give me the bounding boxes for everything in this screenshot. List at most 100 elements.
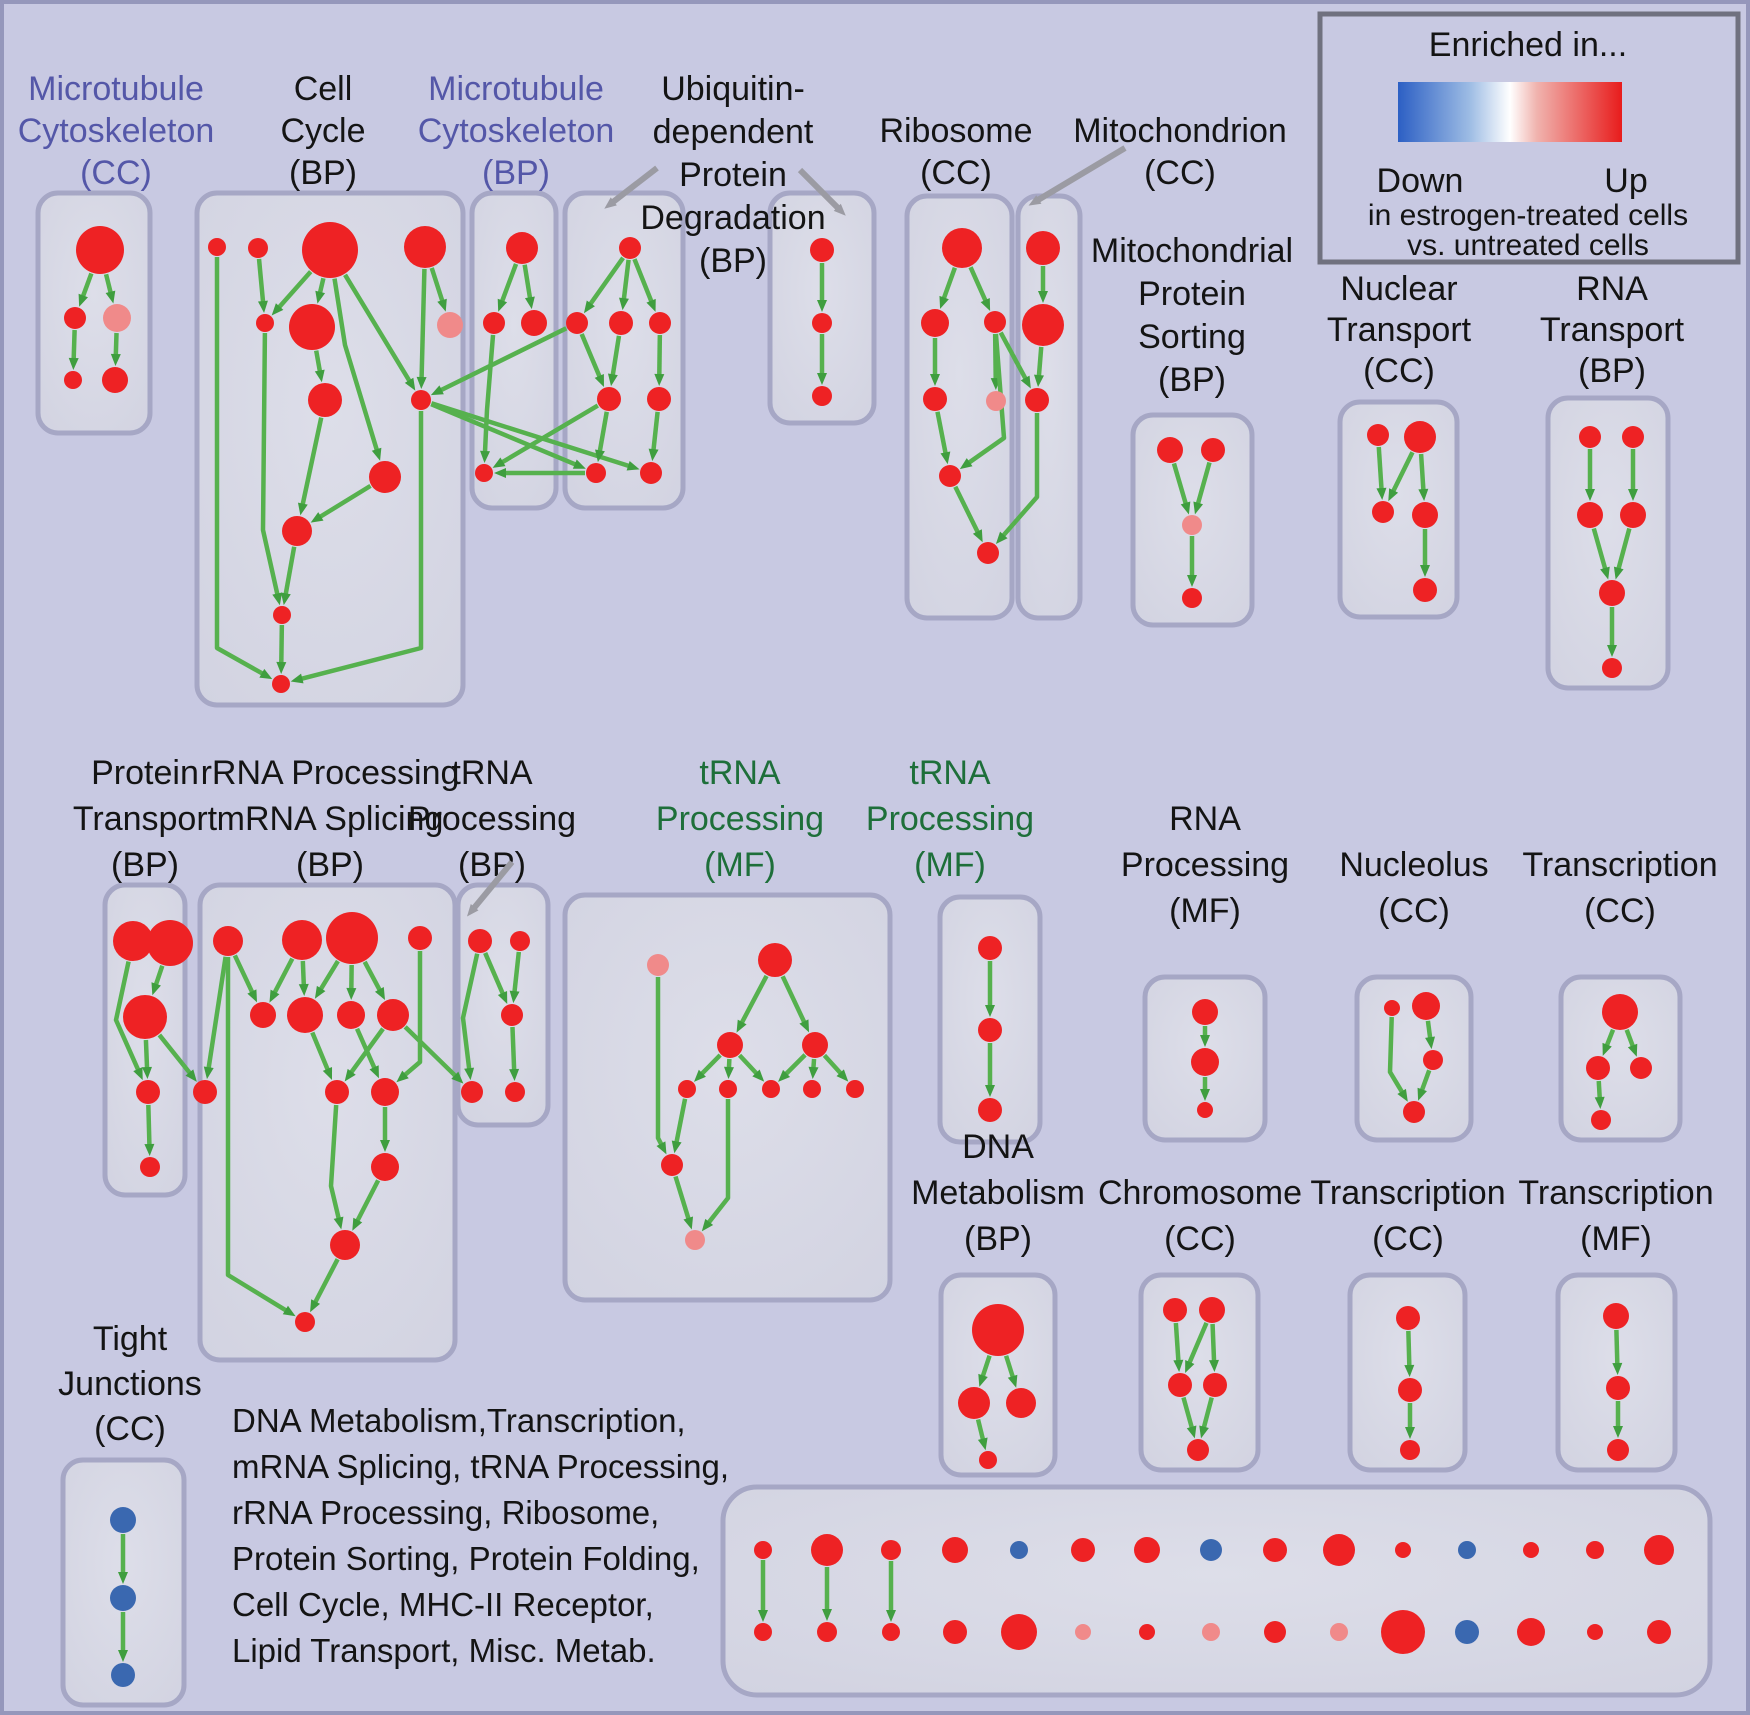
merged-categories-note: DNA Metabolism,Transcription, mRNA Splici… [232, 1402, 729, 1669]
cluster-label-rp-line1: RNA [1169, 800, 1241, 838]
node-t3-2 [1400, 1440, 1420, 1460]
cluster-label-ch: Chromosome (CC) [1098, 1174, 1302, 1258]
node-ch-4 [1187, 1439, 1209, 1461]
node-nt-1 [1404, 421, 1436, 453]
edge-nu.1-to-nu.2 [1425, 1020, 1436, 1050]
cluster-box-rt [1545, 395, 1671, 691]
cluster-label-dm-line2: Metabolism [911, 1174, 1085, 1212]
edge-rr.10-to-rr.11 [352, 1179, 381, 1231]
node-tm-4 [678, 1080, 696, 1098]
node-tb-4 [505, 1082, 525, 1102]
edge-rr.1-to-rr.4 [269, 957, 295, 1003]
node-t2-0 [1602, 994, 1638, 1030]
cluster-label-cc: Cell Cycle (BP) [280, 70, 365, 192]
node-misc-0 [754, 1541, 772, 1559]
merged-categories-note-line6: Lipid Transport, Misc. Metab. [232, 1632, 656, 1669]
legend-up-label: Up [1604, 162, 1647, 200]
node-rt-2 [1577, 502, 1603, 528]
cluster-label-mps: Mitochondrial Protein Sorting (BP) [1091, 232, 1293, 399]
node-uB-2 [812, 386, 832, 406]
node-cc-11 [273, 606, 291, 624]
cluster-label-rt-line1: RNA [1576, 270, 1648, 308]
edge-pt.2-to-pt.3 [142, 1039, 152, 1080]
node-ch-3 [1203, 1373, 1227, 1397]
cluster-label-pt-line2: Transport [73, 800, 218, 838]
edge-rr.2-to-rr.7 [362, 960, 386, 1000]
node-rr-10 [371, 1153, 399, 1181]
edge-cc.2-to-cc.5 [315, 277, 326, 304]
edge-mtcc.2-to-mtcc.4 [110, 332, 121, 367]
node-misc-7 [1200, 1539, 1222, 1561]
node-tf-2 [1607, 1439, 1629, 1461]
node-misc-6 [1134, 1537, 1160, 1563]
node-rr-6 [337, 1001, 365, 1029]
node-misc-2 [881, 1540, 901, 1560]
cluster-label-mps-line1: Mitochondrial [1091, 232, 1293, 270]
node-uB-1 [812, 313, 832, 333]
cluster-label-tf-line2: (MF) [1580, 1220, 1652, 1258]
node-rr-12 [295, 1312, 315, 1332]
node-tm-10 [685, 1230, 705, 1250]
cluster-label-mtbp-line3: (BP) [482, 154, 550, 192]
node-mtcc-1 [64, 307, 86, 329]
edge-rr.8-to-rr.11 [328, 1104, 344, 1230]
edge-mito.2-to-rb.6 [995, 413, 1040, 544]
node-cc-12 [272, 675, 290, 693]
node-pt-3 [136, 1080, 160, 1104]
node-mtcc-3 [64, 371, 82, 389]
node-mtcc-2 [103, 304, 131, 332]
cluster-label-t2-line1: Transcription [1522, 846, 1717, 884]
edge-tm.1-to-tm.2 [736, 974, 769, 1033]
node-cc-6 [437, 312, 463, 338]
mitochondrion-pointer [1028, 145, 1127, 206]
edge-cc.2-to-cc.4 [271, 270, 313, 316]
node-rt-1 [1622, 426, 1644, 448]
cluster-label-dm-line3: (BP) [964, 1220, 1032, 1258]
ubiquitin-right-pointer [797, 167, 846, 216]
edge-cc.9-to-cc.10 [310, 483, 372, 523]
node-mtbp-3 [475, 464, 493, 482]
node-mtbp-0 [506, 232, 538, 264]
edge-cc.2-to-cc.8 [343, 273, 416, 391]
node-dm-3 [979, 1451, 997, 1469]
node-tn-2 [978, 1098, 1002, 1122]
node-t2-1 [1586, 1056, 1610, 1080]
node-misc-3 [942, 1537, 968, 1563]
cluster-label-cc-line2: Cycle [280, 112, 365, 150]
node-rp-1 [1191, 1048, 1219, 1076]
merged-categories-note-line1: DNA Metabolism,Transcription, [232, 1402, 686, 1439]
node-misc-29 [1647, 1620, 1671, 1644]
cluster-label-nu-line1: Nucleolus [1339, 846, 1488, 884]
merged-categories-note-line5: Cell Cycle, MHC-II Receptor, [232, 1586, 654, 1623]
edge-mtcc.0-to-mtcc.2 [103, 273, 116, 304]
cluster-label-uA-line4: Degradation [640, 199, 825, 237]
cluster-label-mtbp: Microtubule Cytoskeleton (BP) [418, 70, 615, 192]
node-rr-1 [282, 920, 322, 960]
cluster-label-tm-line2: Processing [656, 800, 824, 838]
node-rb-1 [921, 309, 949, 337]
edge-nt.1-to-nt.3 [1418, 453, 1429, 502]
node-tn-1 [978, 1018, 1002, 1042]
node-tm-0 [647, 954, 669, 976]
edge-uA.1-to-cc.8 [430, 326, 568, 396]
node-misc-12 [1523, 1542, 1539, 1558]
cluster-label-pt-line1: Protein [91, 754, 199, 792]
cluster-label-tb: tRNA Processing (BP) [408, 754, 576, 884]
node-ch-1 [1199, 1297, 1225, 1323]
edge-pt.0-to-pt.3 [113, 961, 143, 1081]
edge-rr.2-to-rr.5 [314, 959, 340, 999]
node-mps-0 [1157, 437, 1183, 463]
edge-cc.11-to-cc.12 [276, 624, 287, 675]
cluster-label-rt-line3: (BP) [1578, 352, 1646, 390]
cluster-label-tn: tRNA Processing (MF) [866, 754, 1034, 884]
node-pt-0 [113, 921, 153, 961]
cluster-label-rp-line2: Processing [1121, 846, 1289, 884]
edge-tm.1-to-tm.3 [780, 975, 810, 1033]
cluster-label-ch-line2: (CC) [1164, 1220, 1236, 1258]
cluster-label-rr-line2: mRNA Splicing [217, 800, 444, 838]
edge-tb.0-to-tb.3 [460, 953, 480, 1081]
cluster-label-rr-line1: rRNA Processing [201, 754, 460, 792]
node-cc-2 [302, 222, 358, 278]
node-uA-6 [586, 463, 606, 483]
